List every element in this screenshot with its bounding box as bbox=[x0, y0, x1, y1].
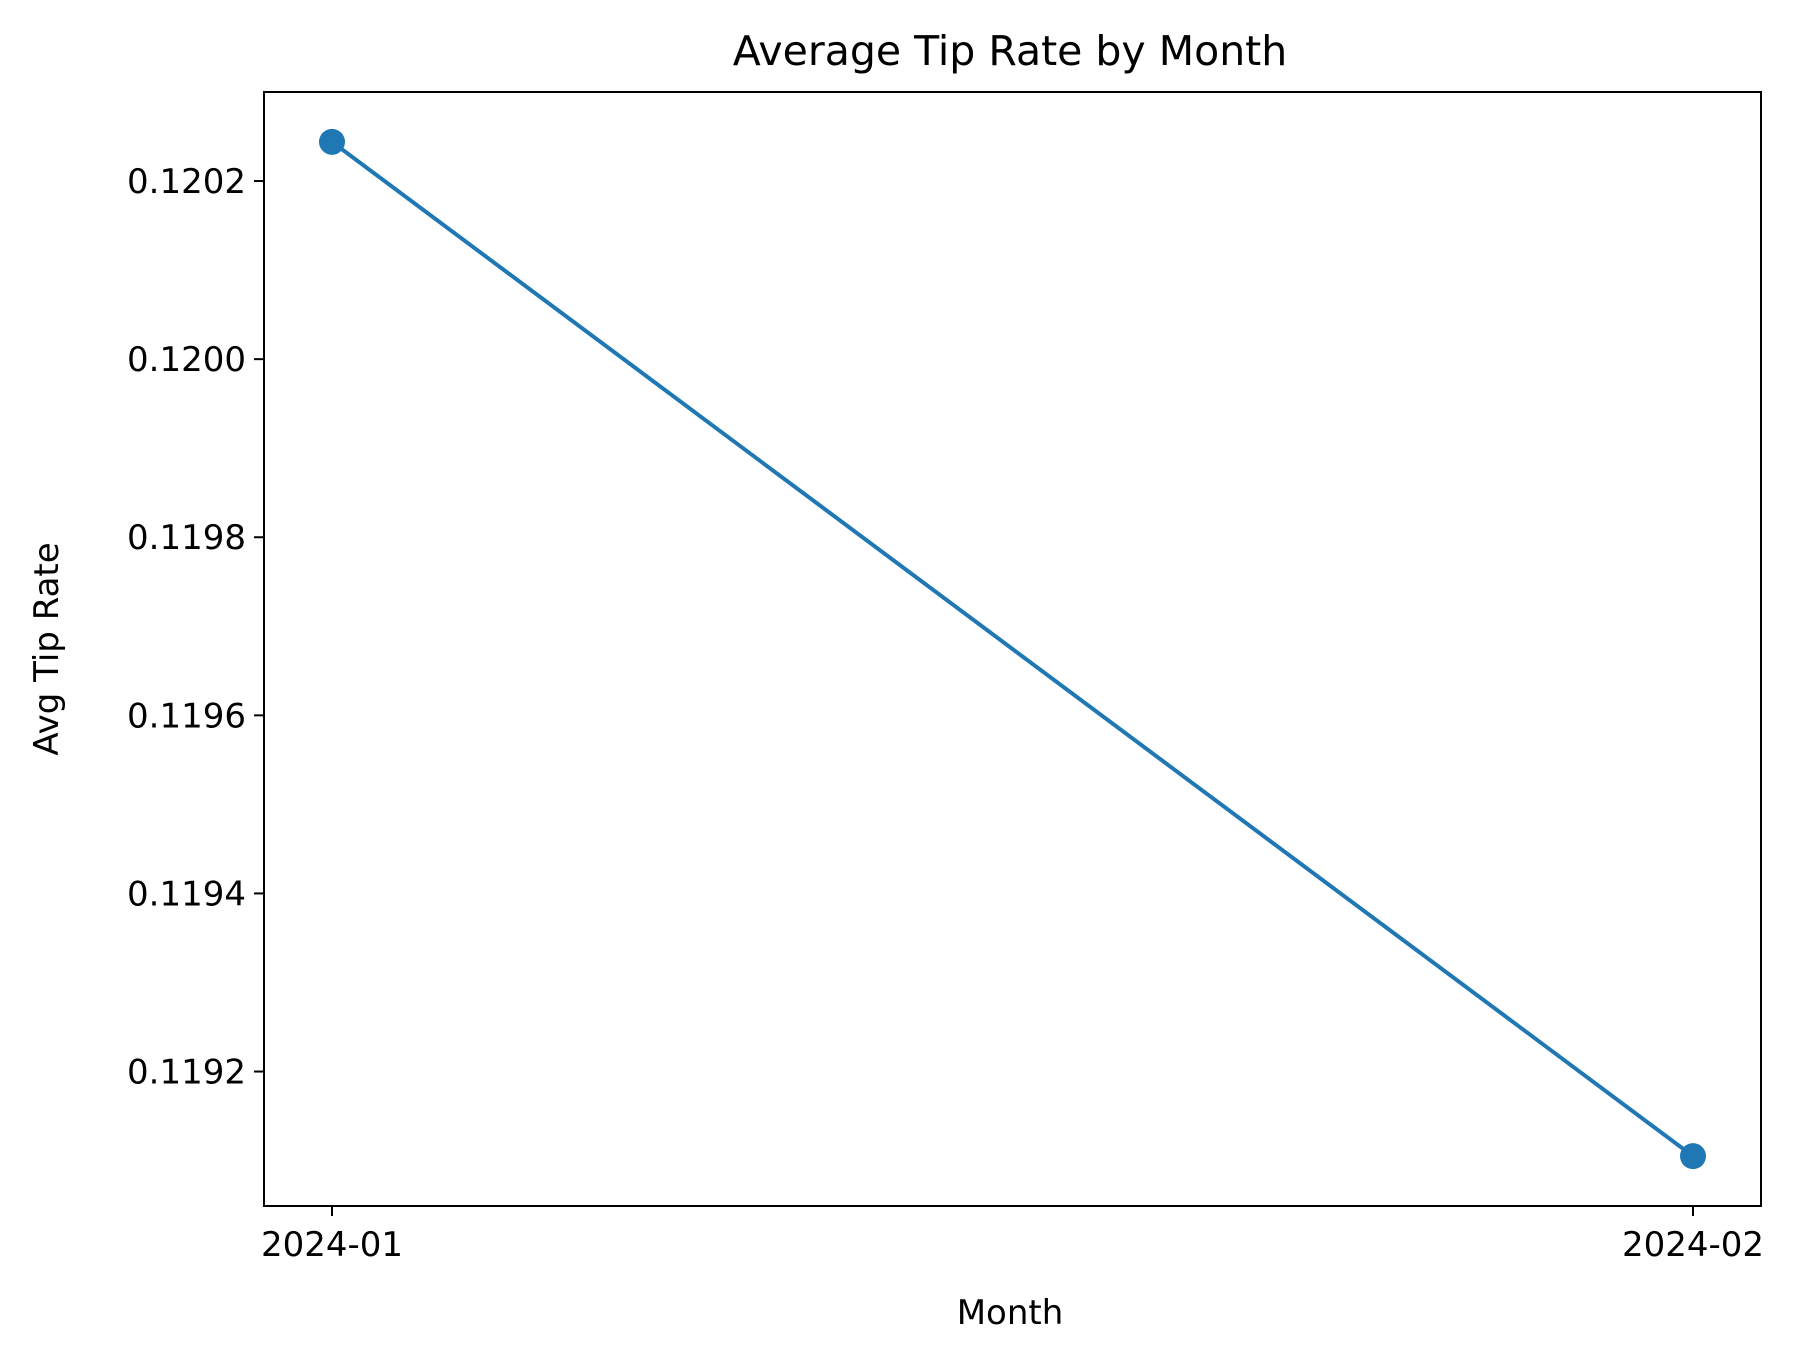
plot-area: 0.1192 0.1194 0.1196 0.1198 0.1200 0.1202 202… bbox=[127, 91, 1764, 1265]
y-tick-label: 0.1202 bbox=[127, 162, 246, 202]
y-tick-label: 0.1194 bbox=[127, 874, 246, 914]
y-axis: 0.1192 0.1194 0.1196 0.1198 0.1200 0.1202 bbox=[127, 162, 264, 1093]
x-axis-label: Month bbox=[957, 1293, 1064, 1333]
y-tick-label: 0.1200 bbox=[127, 340, 246, 380]
data-point-2024-02 bbox=[1680, 1143, 1706, 1170]
y-tick-label: 0.1192 bbox=[127, 1053, 246, 1093]
y-tick-label: 0.1196 bbox=[127, 696, 246, 736]
x-tick-label: 2024-01 bbox=[261, 1225, 403, 1265]
series-line bbox=[330, 139, 1695, 1159]
x-tick-label: 2024-02 bbox=[1622, 1225, 1764, 1265]
chart-title: Average Tip Rate by Month bbox=[733, 27, 1288, 75]
y-axis-label: Avg Tip Rate bbox=[27, 542, 67, 755]
y-tick-label: 0.1198 bbox=[127, 518, 246, 558]
series-layer bbox=[319, 128, 1706, 1170]
plot-frame bbox=[263, 91, 1762, 1207]
data-point-2024-01 bbox=[319, 128, 345, 155]
x-axis: 2024-01 2024-02 bbox=[261, 1206, 1764, 1265]
